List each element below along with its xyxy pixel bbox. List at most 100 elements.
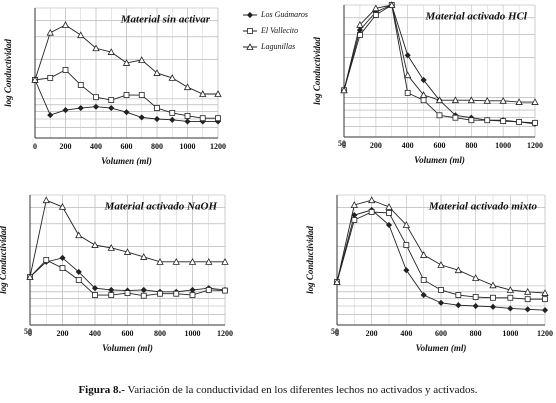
marker: [199, 90, 207, 97]
x-tick-label: 800: [151, 142, 163, 151]
marker: [403, 242, 410, 248]
x-tick-label: 200: [57, 329, 69, 338]
marker: [516, 119, 522, 125]
x-tick-label: 1200: [527, 141, 543, 150]
marker: [62, 107, 69, 114]
y-tick-label: 50: [331, 327, 339, 336]
marker: [351, 217, 358, 223]
marker: [184, 118, 191, 125]
marker: [368, 209, 375, 215]
caption-label: Figura 8.-: [78, 384, 125, 396]
x-tick-label: 1000: [502, 329, 518, 338]
x-axis-label: Volumen (ml): [414, 155, 465, 165]
marker: [541, 307, 549, 314]
x-tick-label: 1000: [185, 329, 201, 338]
marker: [437, 261, 445, 268]
marker: [153, 115, 161, 123]
x-tick-label: 400: [89, 329, 101, 338]
marker: [435, 96, 444, 104]
x-tick-label: 0: [335, 329, 339, 338]
marker: [75, 268, 82, 275]
marker: [531, 98, 539, 105]
marker: [452, 114, 459, 121]
marker: [472, 294, 479, 300]
x-tick-label: 800: [470, 329, 482, 338]
marker: [172, 258, 180, 265]
y-tick-label: 50: [24, 327, 32, 336]
marker: [154, 105, 160, 111]
marker: [403, 71, 412, 79]
marker: [153, 69, 161, 76]
caption-text: Variación de la conductividad en los dif…: [127, 384, 477, 396]
marker: [58, 203, 67, 210]
marker: [420, 97, 427, 104]
legend-label: Los Guámaros: [260, 10, 308, 19]
marker: [404, 52, 411, 59]
marker: [523, 287, 532, 295]
marker: [77, 82, 84, 88]
marker: [62, 67, 69, 73]
marker: [26, 273, 34, 280]
x-tick-label: 200: [370, 141, 382, 150]
marker: [183, 83, 192, 91]
marker: [356, 20, 364, 28]
chart-title: Material activado mixto: [428, 201, 538, 213]
marker: [43, 257, 50, 263]
marker: [123, 109, 130, 116]
marker: [61, 21, 70, 28]
x-tick-label: 200: [366, 329, 378, 338]
x-tick-label: 800: [154, 329, 166, 338]
marker: [199, 115, 206, 122]
x-tick-label: 600: [122, 329, 134, 338]
marker: [340, 86, 348, 94]
chart-title: Material activado HCl: [425, 11, 528, 23]
marker: [184, 112, 191, 119]
marker: [246, 43, 254, 50]
marker: [221, 258, 229, 265]
marker: [107, 48, 115, 55]
marker: [420, 291, 427, 299]
x-tick-label: 1200: [217, 329, 233, 338]
marker: [91, 285, 99, 292]
y-axis-label: log Conductividad: [3, 39, 13, 107]
marker: [372, 4, 380, 12]
marker: [214, 90, 222, 97]
x-tick-label: 400: [402, 141, 414, 150]
marker: [438, 287, 444, 293]
x-tick-label: 1000: [180, 142, 196, 151]
marker: [246, 11, 254, 19]
marker: [484, 117, 491, 124]
marker: [173, 290, 180, 297]
x-tick-label: 1000: [495, 141, 511, 150]
marker: [507, 294, 514, 301]
marker: [420, 277, 427, 283]
marker: [168, 74, 176, 81]
x-tick-label: 800: [465, 141, 477, 150]
marker: [403, 267, 410, 274]
marker: [138, 56, 146, 63]
x-tick-label: 1200: [210, 142, 226, 151]
marker: [468, 117, 475, 124]
marker: [92, 44, 100, 52]
marker: [451, 96, 460, 104]
marker: [542, 296, 548, 303]
x-tick-label: 0: [342, 141, 346, 150]
marker: [455, 302, 462, 309]
marker: [31, 76, 39, 83]
marker: [108, 104, 115, 112]
marker: [138, 114, 145, 121]
marker: [108, 292, 115, 298]
marker: [472, 302, 479, 310]
marker: [507, 305, 514, 312]
marker: [205, 287, 212, 293]
marker: [215, 115, 221, 122]
y-axis-label: log Conductividad: [312, 37, 322, 105]
x-tick-label: 400: [90, 142, 102, 151]
marker: [122, 59, 131, 66]
x-tick-label: 600: [435, 329, 447, 338]
marker: [385, 221, 393, 229]
marker: [107, 244, 115, 251]
legend-label: Lagunillas: [260, 42, 295, 51]
x-tick-label: 1200: [537, 329, 553, 338]
